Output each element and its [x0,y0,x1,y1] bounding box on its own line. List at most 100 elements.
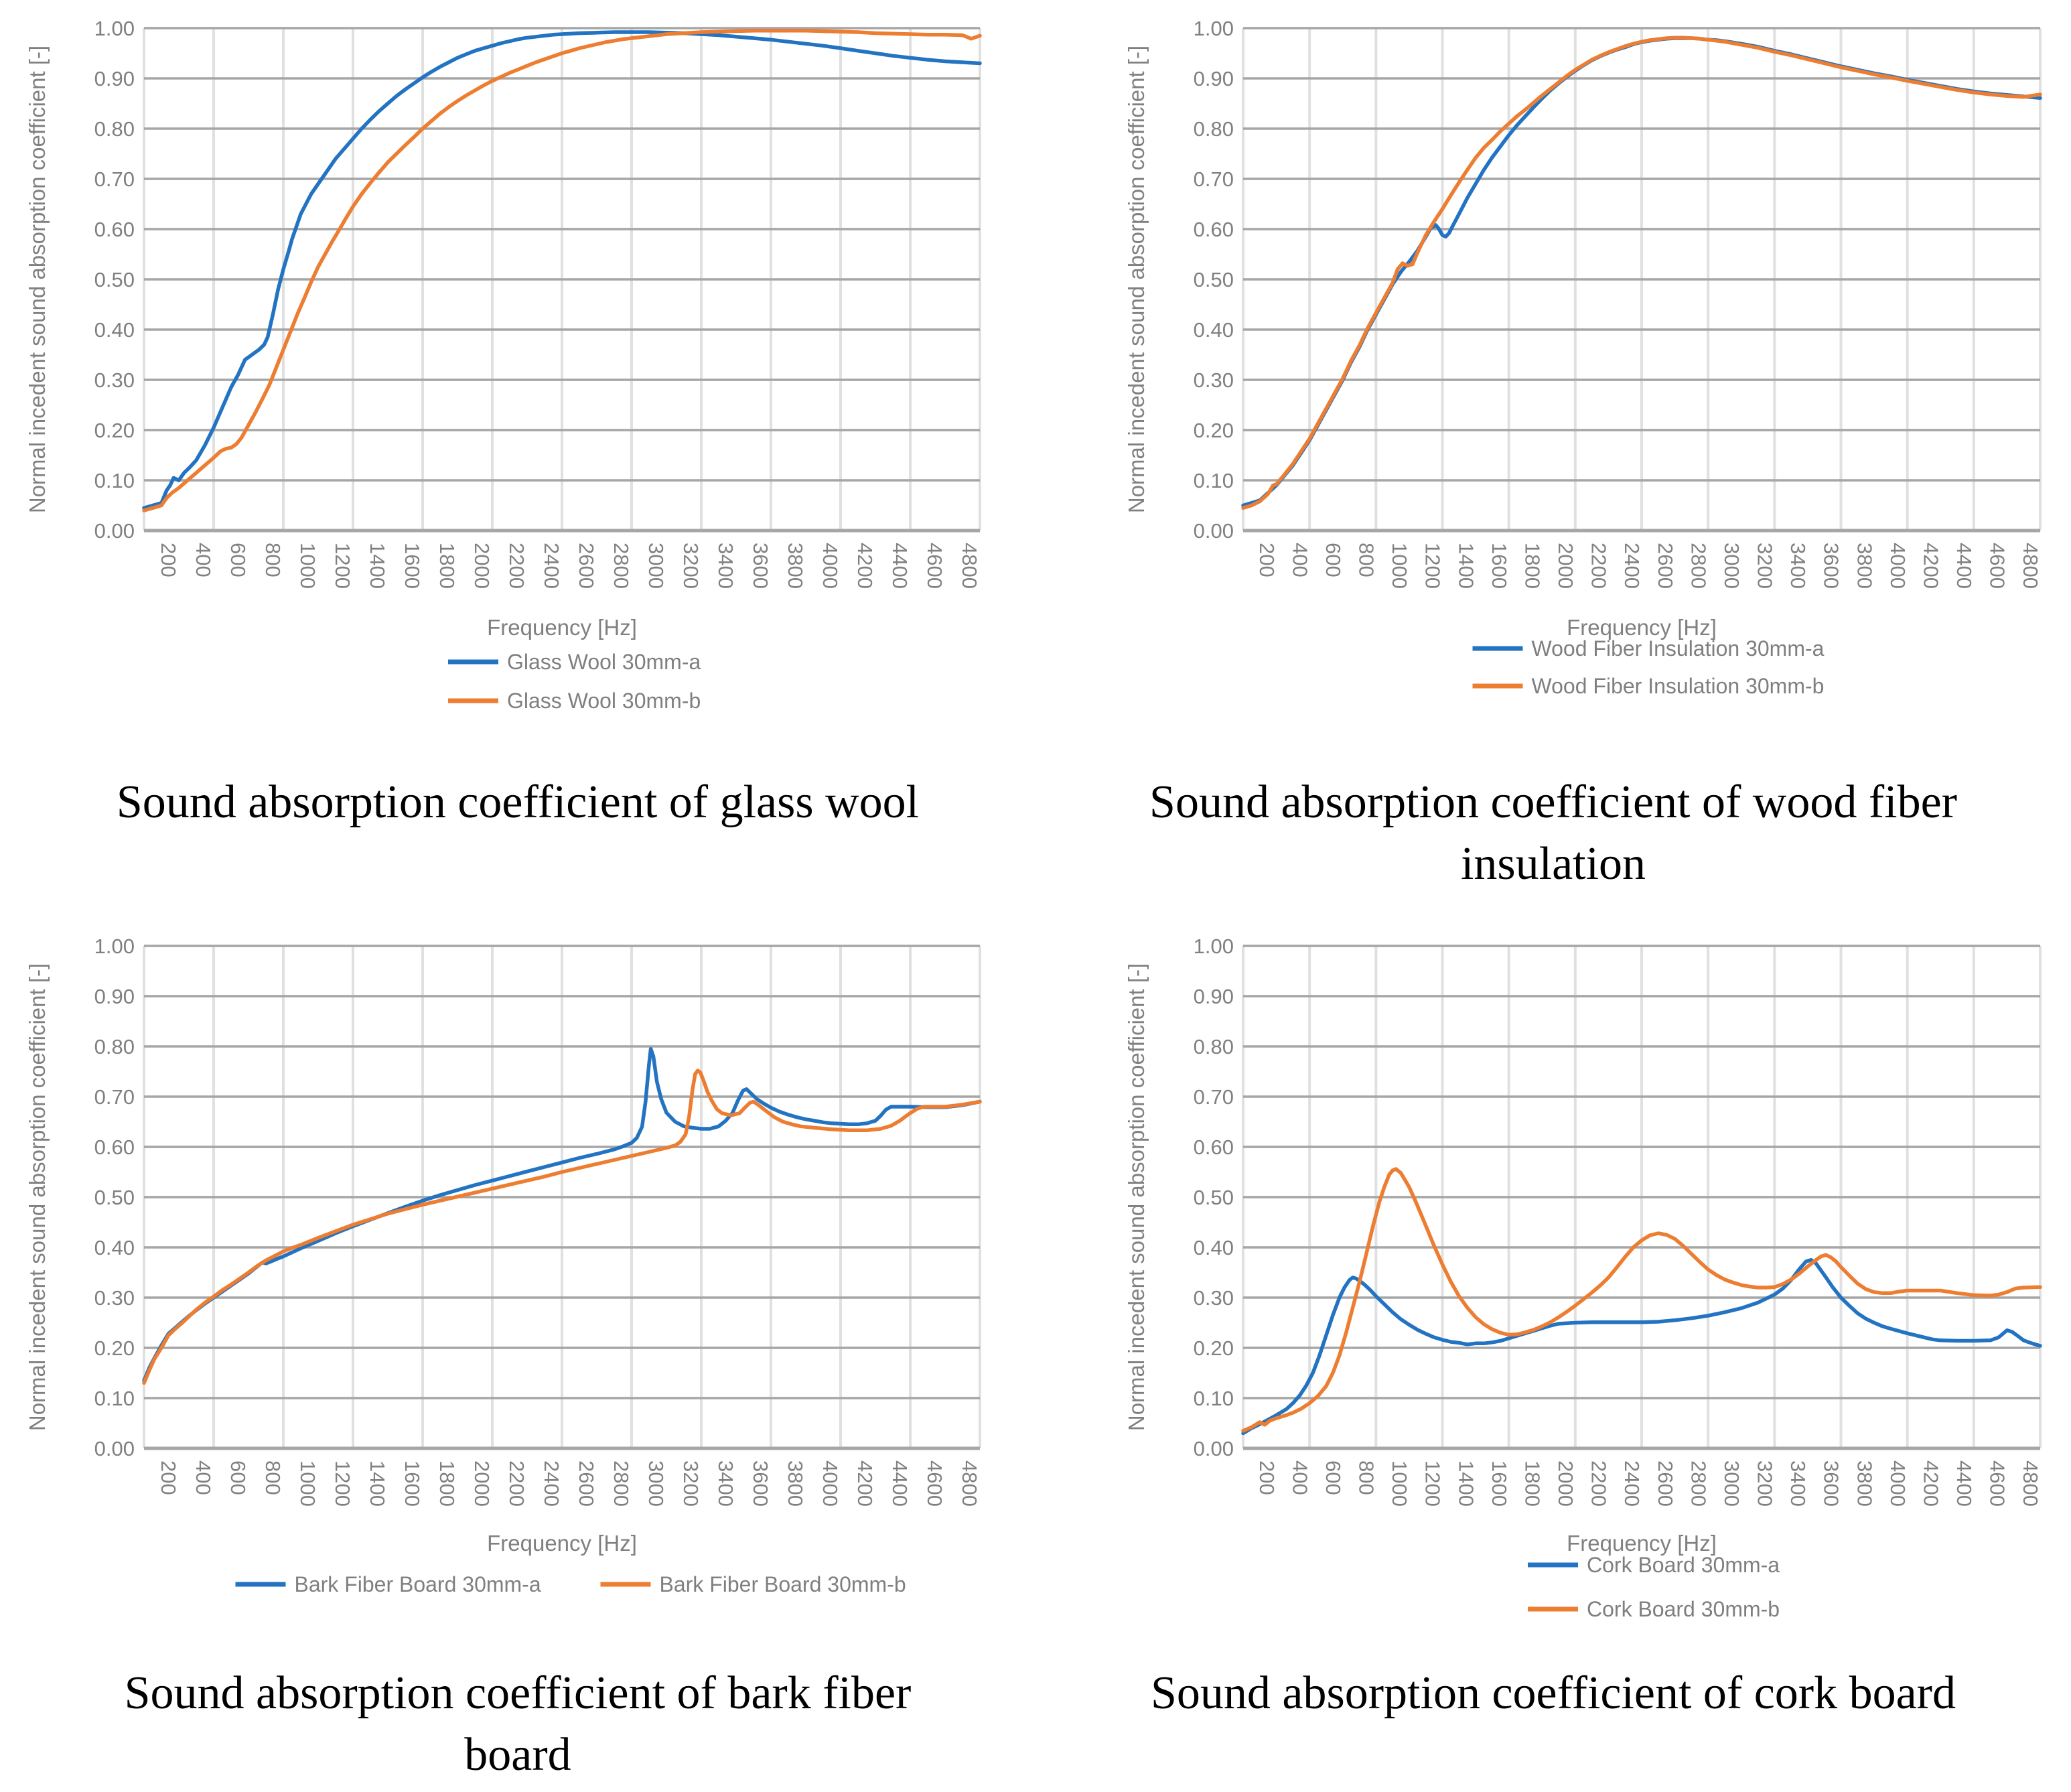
x-tick-label: 3800 [1853,1460,1876,1507]
y-tick-label: 0.50 [1194,268,1234,291]
x-tick-label: 2000 [470,543,494,589]
y-tick-label: 0.40 [1194,1236,1234,1259]
y-tick-label: 0.50 [94,1186,135,1209]
x-tick-label: 2800 [1687,543,1710,589]
y-tick-label: 0.40 [94,318,135,342]
y-tick-label: 0.20 [94,1336,135,1360]
x-tick-label: 4600 [923,543,946,589]
x-tick-label: 3600 [749,543,772,589]
x-tick-label: 2800 [1687,1460,1710,1507]
y-tick-label: 0.80 [1194,117,1234,141]
series-line-wood-fiber-insulation-b [1241,36,2042,510]
y-tick-label: 0.60 [94,218,135,241]
chart-caption-line: Sound absorption coefficient of glass wo… [116,776,920,828]
x-tick-label: 3000 [644,543,668,589]
y-tick-label: 1.00 [94,17,135,40]
series-line-cork-board-a [1241,1258,2042,1436]
legend-label: Wood Fiber Insulation 30mm-a [1532,636,1825,661]
y-tick-label: 0.90 [94,67,135,90]
x-tick-label: 1600 [1488,1460,1511,1507]
y-axis-title: Normal incedent sound absorption coeffic… [1124,963,1149,1431]
y-tick-label: 0.50 [1194,1186,1234,1209]
y-tick-label: 0.80 [94,117,135,141]
x-tick-label: 4400 [1952,1460,1976,1507]
x-tick-label: 4800 [958,1460,981,1507]
x-tick-label: 4800 [2019,543,2042,589]
x-tick-label: 1000 [1388,543,1411,589]
x-tick-label: 3600 [1820,1460,1843,1507]
x-tick-label: 4600 [1986,1460,2009,1507]
x-tick-label: 200 [1255,543,1279,577]
x-tick-label: 600 [226,543,250,577]
x-tick-label: 1000 [296,1460,319,1507]
y-tick-label: 0.20 [1194,1336,1234,1360]
x-tick-label: 3800 [784,543,807,589]
x-axis-title: Frequency [Hz] [487,1531,637,1556]
chart-caption-line: Sound absorption coefficient of bark fib… [124,1667,912,1719]
chart-canvas-glass-wool: 0.00 0.10 0.20 0.30 0.40 0.50 0.60 0.70 0.80 0.90… [25,17,982,713]
x-tick-label: 3400 [714,543,737,589]
y-tick-label: 0.20 [94,419,135,442]
chart-caption-bark-fiber-board: Sound absorption coefficient of bark fib… [0,1663,1036,1787]
x-tick-label: 3600 [749,1460,772,1507]
x-tick-label: 2600 [1654,1460,1677,1507]
x-tick-label: 600 [1322,1460,1345,1495]
x-tick-label: 1400 [1454,1460,1478,1507]
y-tick-label: 0.30 [94,368,135,392]
x-tick-label: 1200 [331,1460,354,1507]
x-tick-label: 800 [1355,543,1378,577]
x-tick-label: 2600 [1654,543,1677,589]
x-tick-label: 3400 [1786,543,1810,589]
x-tick-label: 2600 [575,543,598,589]
x-tick-label: 200 [157,1460,180,1495]
y-tick-label: 1.00 [1194,935,1234,958]
x-tick-label: 3200 [1754,1460,1777,1507]
y-tick-label: 0.30 [1194,368,1234,392]
y-tick-label: 0.00 [94,519,135,543]
x-tick-label: 800 [261,1460,285,1495]
x-tick-label: 1600 [1488,543,1511,589]
x-tick-label: 800 [261,543,285,577]
y-tick-label: 0.80 [94,1035,135,1058]
x-tick-label: 2200 [505,1460,528,1507]
y-tick-label: 0.30 [1194,1286,1234,1310]
x-tick-label: 1000 [1388,1460,1411,1507]
chart-caption-glass-wool: Sound absorption coefficient of glass wo… [0,772,1036,833]
x-tick-label: 2000 [1554,1460,1577,1507]
x-axis-title: Frequency [Hz] [1567,1531,1717,1556]
x-tick-label: 2400 [540,1460,563,1507]
x-tick-label: 3000 [644,1460,668,1507]
x-tick-label: 4000 [818,543,842,589]
x-tick-label: 4000 [1886,543,1910,589]
legend-label: Cork Board 30mm-b [1587,1597,1780,1621]
y-tick-label: 0.20 [1194,419,1234,442]
x-tick-label: 4000 [818,1460,842,1507]
series-line-glass-wool-a [142,30,982,510]
x-tick-label: 4800 [2019,1460,2042,1507]
y-tick-label: 0.90 [1194,67,1234,90]
x-tick-label: 4400 [888,1460,912,1507]
x-tick-label: 800 [1355,1460,1378,1495]
x-tick-label: 2200 [1587,1460,1611,1507]
x-tick-label: 2600 [575,1460,598,1507]
y-tick-label: 1.00 [94,935,135,958]
y-tick-label: 0.30 [94,1286,135,1310]
x-tick-label: 1200 [1421,543,1445,589]
x-tick-label: 4000 [1886,1460,1910,1507]
x-tick-label: 1000 [296,543,319,589]
x-tick-label: 3400 [714,1460,737,1507]
y-tick-label: 0.70 [1194,1085,1234,1109]
y-tick-label: 0.50 [94,268,135,291]
y-tick-label: 1.00 [1194,17,1234,40]
x-tick-label: 400 [192,543,215,577]
x-tick-label: 2400 [1620,543,1644,589]
x-tick-label: 2800 [610,1460,633,1507]
y-tick-label: 0.10 [94,469,135,492]
x-tick-label: 3200 [679,543,703,589]
x-tick-label: 3800 [1853,543,1876,589]
x-tick-label: 1200 [331,543,354,589]
x-tick-label: 1600 [401,1460,424,1507]
y-axis-title: Normal incedent sound absorption coeffic… [25,46,50,513]
y-axis-title: Normal incedent sound absorption coeffic… [25,963,50,1431]
